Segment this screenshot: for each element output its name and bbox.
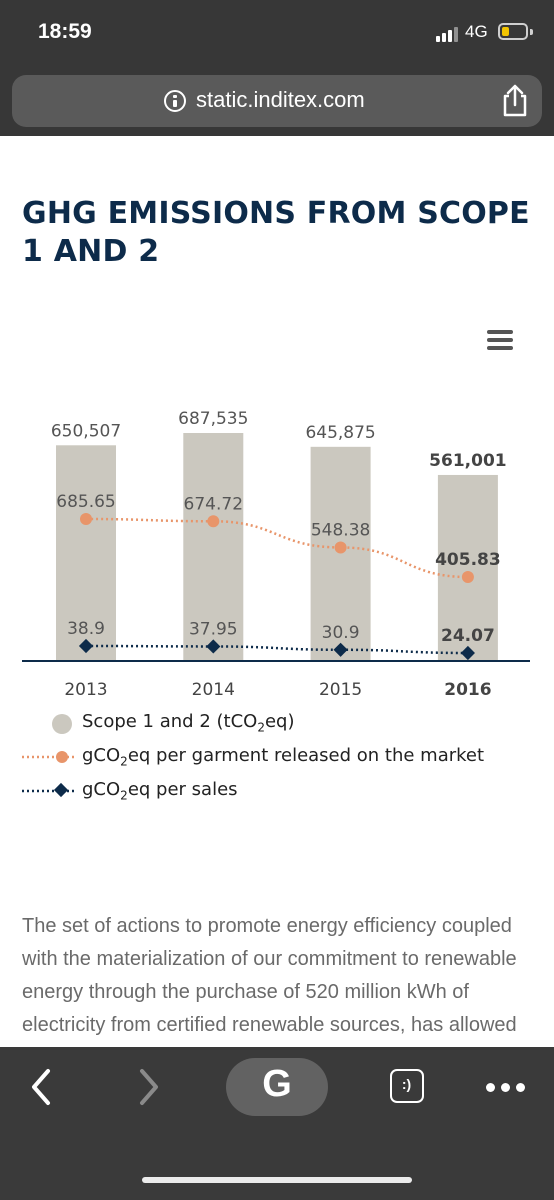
page-title: GHG EMISSIONS FROM SCOPE 1 AND 2 (22, 196, 530, 269)
x-tick-2015: 2015 (319, 680, 362, 700)
legend-item-garment[interactable]: gCO2eq per garment released on the marke… (18, 740, 538, 774)
x-tick-2014: 2014 (192, 680, 235, 700)
legend-label-scope: Scope 1 and 2 (tCO2eq) (82, 711, 295, 735)
garment-point-2014 (207, 515, 220, 528)
sales-point-2013 (78, 638, 94, 654)
home-indicator (142, 1177, 412, 1183)
signal-icon (436, 26, 460, 42)
sales-label-2013: 38.9 (67, 619, 105, 639)
garment-point-2015 (334, 541, 347, 554)
bar-2014 (183, 433, 244, 661)
labels-layer: 650,507 687,535 645,875 561,001 685.65 38.9 67… (51, 409, 507, 646)
bar-2015 (310, 446, 371, 661)
legend-label-garment: gCO2eq per garment released on the marke… (82, 745, 485, 769)
bar-2013 (56, 445, 116, 661)
bar-label-2016: 561,001 (429, 451, 506, 471)
chevron-right-icon[interactable] (134, 1067, 164, 1107)
legend-label-sales: gCO2eq per sales (82, 779, 238, 803)
legend-swatch-sales (22, 782, 74, 798)
sales-point-2015 (333, 642, 348, 657)
legend-item-sales[interactable]: gCO2eq per sales (18, 774, 538, 808)
share-icon[interactable] (498, 83, 532, 119)
legend-swatch-garment (22, 751, 74, 763)
url-bar[interactable]: static.inditex.com (12, 75, 542, 127)
tabs-icon[interactable]: :) (390, 1069, 424, 1103)
status-time: 18:59 (38, 20, 92, 43)
garment-label-2016: 405.83 (435, 550, 501, 570)
google-button[interactable]: G (226, 1058, 328, 1116)
garment-label-2015: 548.38 (311, 520, 370, 540)
chart-legend: Scope 1 and 2 (tCO2eq) gCO2eq per garmen… (18, 706, 538, 808)
url-text[interactable]: static.inditex.com (196, 87, 365, 112)
more-dots-icon[interactable] (486, 1083, 526, 1093)
garment-line (85, 517, 468, 579)
x-tick-2013: 2013 (64, 680, 107, 700)
legend-item-scope[interactable]: Scope 1 and 2 (tCO2eq) (18, 706, 538, 740)
bar-2016 (437, 474, 498, 661)
browser-top-chrome: 18:59 4G static.inditex.com (0, 0, 554, 136)
info-icon[interactable] (164, 90, 186, 112)
legend-swatch-bar (52, 714, 72, 734)
bar-label-2015: 645,875 (305, 423, 375, 443)
bar-label-2013: 650,507 (51, 421, 121, 441)
chevron-left-icon[interactable] (26, 1067, 56, 1107)
ghg-chart: 650,507 687,535 645,875 561,001 685.65 38.9 67… (22, 409, 530, 700)
battery-icon (498, 23, 528, 40)
garment-label-2014: 674.72 (184, 494, 243, 514)
sales-point-2016 (460, 645, 475, 661)
sales-label-2014: 37.95 (189, 619, 238, 639)
garment-point-2013 (80, 513, 92, 525)
google-g-icon: G (262, 1063, 292, 1105)
network-label: 4G (465, 22, 488, 41)
sales-point-2014 (206, 639, 221, 654)
sales-label-2015: 30.9 (322, 623, 360, 643)
x-tick-2016: 2016 (444, 680, 491, 700)
hamburger-menu-icon[interactable] (487, 330, 513, 352)
garment-point-2016 (461, 571, 474, 583)
sales-label-2016: 24.07 (441, 626, 495, 646)
bars-layer (56, 433, 498, 661)
x-tick-labels: 2013 2014 2015 2016 (64, 680, 491, 700)
sales-line (85, 644, 468, 655)
lines-layer (78, 513, 475, 661)
tabs-icon-label: :) (401, 1076, 412, 1092)
garment-label-2013: 685.65 (56, 492, 115, 512)
bar-label-2014: 687,535 (178, 409, 248, 429)
browser-bottom-toolbar: G :) (0, 1047, 554, 1200)
battery-tip (530, 29, 533, 35)
